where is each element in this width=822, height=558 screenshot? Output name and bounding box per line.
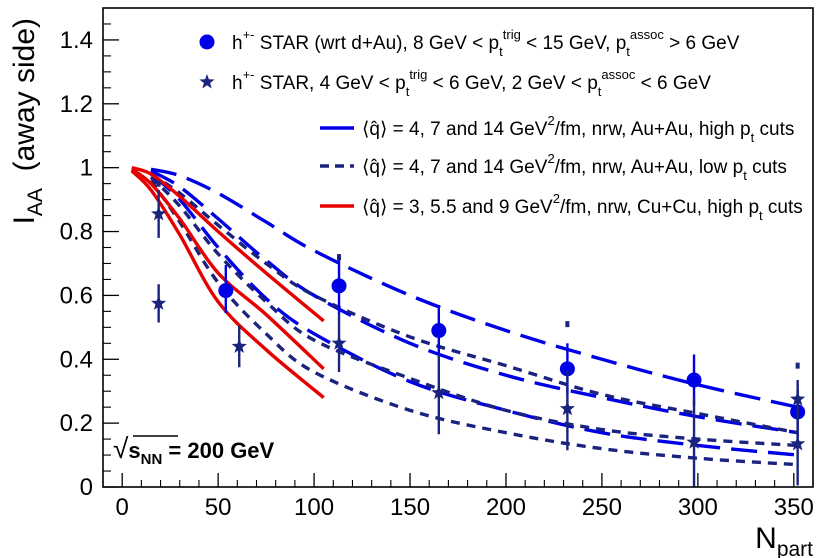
data-point-circle (559, 361, 575, 377)
x-tick-label: 300 (678, 494, 718, 521)
x-tick-label: 250 (582, 494, 622, 521)
legend-label: ⟨q̂⟩ = 4, 7 and 14 GeV2/fm, nrw, Au+Au, … (362, 151, 787, 183)
y-tick-label: 0.8 (60, 219, 93, 246)
model-curve (150, 172, 798, 435)
model-curve (150, 169, 798, 435)
x-tick-label: 50 (205, 494, 232, 521)
energy-annotation-text: √sNN = 200 GeV (113, 433, 275, 468)
y-tick-label: 1.2 (60, 91, 93, 118)
y-tick-label: 1.4 (60, 27, 93, 54)
model-curve (130, 167, 325, 371)
x-tick-label: 150 (390, 494, 430, 521)
data-point-star (790, 391, 806, 406)
data-point-star (151, 206, 167, 221)
x-axis-title: Npart (755, 522, 813, 558)
data-point-circle (686, 372, 702, 388)
x-tick-label: 200 (486, 494, 526, 521)
y-tick-label: 0 (80, 474, 93, 501)
y-tick-label: 0.2 (60, 410, 93, 437)
data-point-circle (431, 323, 447, 339)
legend: h+- STAR (wrt d+Au), 8 GeV < pttrig < 15… (199, 27, 803, 223)
data-point-star (231, 338, 247, 353)
legend-circle-marker (199, 34, 215, 50)
data-point-circle (218, 283, 234, 299)
x-tick-label: 350 (774, 494, 814, 521)
data-point-star (331, 335, 347, 350)
model-curve (150, 167, 799, 409)
data-point-star (431, 384, 447, 400)
legend-item: ⟨q̂⟩ = 4, 7 and 14 GeV2/fm, nrw, Au+Au, … (320, 113, 794, 145)
model-curve (130, 169, 325, 399)
y-tick-label: 0.6 (60, 282, 93, 309)
data-point-star (151, 295, 167, 310)
data-point-star (559, 400, 575, 416)
legend-item: h+- STAR, 4 GeV < pttrig < 6 GeV, 2 GeV … (199, 67, 711, 99)
legend-item: ⟨q̂⟩ = 3, 5.5 and 9 GeV2/fm, nrw, Cu+Cu,… (320, 191, 803, 223)
y-tick-label: 0.4 (60, 346, 93, 373)
x-tick-label: 0 (116, 494, 129, 521)
x-tick-label: 100 (294, 494, 334, 521)
model-curve (131, 166, 325, 323)
plot-points (151, 180, 806, 487)
y-tick-label: 1 (80, 155, 93, 182)
y-axis-title: IAA (away side) (8, 18, 47, 224)
model-curve (149, 179, 798, 467)
model-curve (149, 172, 798, 457)
model-curve (149, 176, 798, 448)
legend-star-marker (199, 74, 215, 89)
legend-label: ⟨q̂⟩ = 3, 5.5 and 9 GeV2/fm, nrw, Cu+Cu,… (362, 191, 803, 223)
data-point-star (790, 435, 806, 451)
legend-item: h+- STAR (wrt d+Au), 8 GeV < pttrig < 15… (199, 27, 740, 59)
legend-item: ⟨q̂⟩ = 4, 7 and 14 GeV2/fm, nrw, Au+Au, … (320, 151, 787, 183)
data-point-circle (331, 278, 347, 294)
data-point-star (686, 434, 702, 449)
axes: 0 50 100 150 200 250 300 350 0 0.2 0.4 0.6 0.8 1 1.2 1.… (8, 18, 814, 558)
legend-label: h+- STAR, 4 GeV < pttrig < 6 GeV, 2 GeV … (232, 67, 711, 99)
plot-lines (130, 166, 799, 467)
legend-label: h+- STAR (wrt d+Au), 8 GeV < pttrig < 15… (232, 27, 740, 59)
energy-annotation: √sNN = 200 GeV (113, 433, 275, 468)
legend-label: ⟨q̂⟩ = 4, 7 and 14 GeV2/fm, nrw, Au+Au, … (362, 113, 794, 145)
